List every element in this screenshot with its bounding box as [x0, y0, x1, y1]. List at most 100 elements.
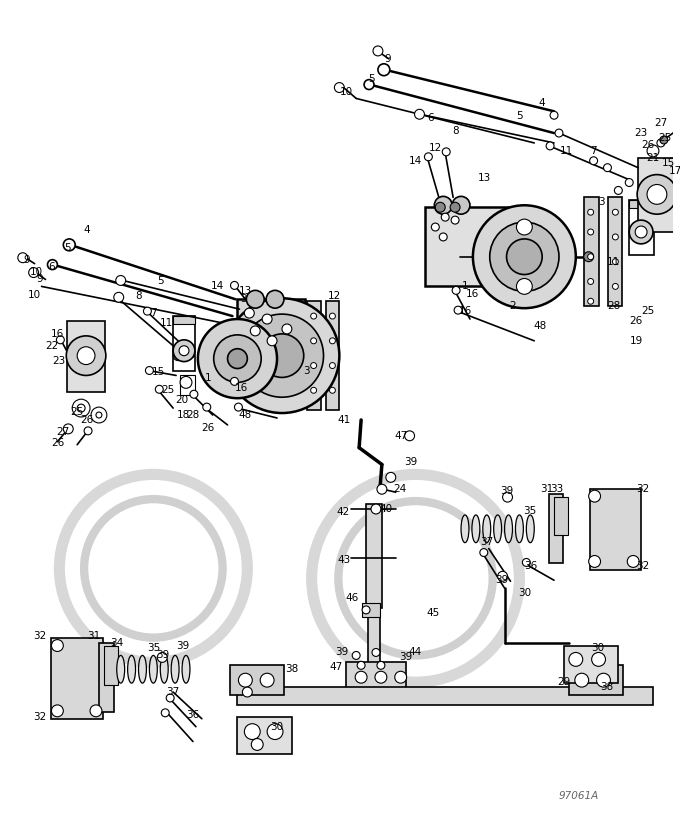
Text: 1: 1 [462, 281, 469, 291]
Bar [230, 666, 284, 695]
Text: 38: 38 [285, 665, 299, 674]
Circle shape [613, 259, 618, 264]
Circle shape [588, 209, 594, 215]
Circle shape [613, 234, 618, 240]
Text: 4: 4 [539, 98, 545, 108]
Bar [426, 208, 509, 286]
Circle shape [190, 390, 198, 398]
Text: 9: 9 [36, 274, 43, 284]
Ellipse shape [494, 515, 502, 543]
Text: 41: 41 [338, 415, 351, 425]
Bar [237, 299, 305, 359]
Circle shape [231, 281, 239, 289]
Text: 39: 39 [399, 652, 412, 662]
Bar [104, 646, 118, 685]
Text: 33: 33 [550, 485, 564, 495]
Circle shape [311, 313, 317, 319]
Circle shape [96, 412, 102, 418]
Ellipse shape [461, 515, 469, 543]
Text: 46: 46 [345, 593, 359, 603]
Bar [237, 716, 292, 755]
Circle shape [647, 145, 659, 157]
Text: 29: 29 [558, 677, 571, 687]
Circle shape [450, 203, 460, 212]
Circle shape [657, 139, 665, 147]
Text: 9: 9 [23, 254, 30, 264]
Circle shape [77, 347, 95, 364]
Circle shape [452, 196, 470, 214]
Circle shape [241, 314, 324, 397]
Circle shape [373, 46, 383, 56]
Text: 32: 32 [33, 631, 46, 641]
Text: 39: 39 [156, 651, 170, 661]
Bar [180, 375, 195, 395]
Text: 15: 15 [662, 158, 675, 168]
Circle shape [63, 239, 75, 251]
Circle shape [555, 129, 563, 137]
Text: 7: 7 [590, 146, 597, 156]
Text: 14: 14 [211, 281, 224, 291]
Text: 21: 21 [647, 153, 660, 163]
Circle shape [415, 109, 424, 119]
Text: 36: 36 [186, 710, 199, 720]
Circle shape [250, 326, 260, 336]
Circle shape [452, 286, 460, 294]
Circle shape [629, 220, 653, 244]
Text: 42: 42 [337, 507, 350, 517]
Bar [173, 316, 195, 324]
Text: 26: 26 [641, 140, 655, 150]
Circle shape [550, 111, 558, 119]
Ellipse shape [160, 656, 168, 683]
Bar [564, 646, 618, 683]
Circle shape [439, 233, 447, 241]
Text: 43: 43 [338, 555, 351, 565]
Circle shape [522, 559, 530, 566]
Text: 47: 47 [330, 662, 343, 672]
Text: 34: 34 [110, 637, 123, 647]
Text: 97061A: 97061A [559, 791, 599, 801]
Circle shape [77, 404, 85, 412]
Text: 3: 3 [303, 365, 310, 375]
Circle shape [180, 376, 192, 389]
Text: 5: 5 [369, 73, 375, 83]
Circle shape [72, 399, 90, 417]
Circle shape [441, 214, 449, 221]
Bar [67, 321, 105, 392]
Text: 25: 25 [641, 306, 655, 316]
Circle shape [424, 153, 432, 161]
Circle shape [660, 136, 668, 144]
Text: 39: 39 [335, 647, 348, 657]
Circle shape [66, 336, 106, 375]
Circle shape [442, 148, 450, 156]
Circle shape [503, 492, 513, 502]
Circle shape [114, 293, 124, 302]
Circle shape [267, 724, 283, 740]
Text: 39: 39 [404, 456, 418, 466]
Text: 26: 26 [201, 423, 214, 433]
Circle shape [198, 319, 277, 398]
Ellipse shape [526, 515, 534, 543]
Text: 27: 27 [654, 118, 668, 128]
Text: 11: 11 [160, 318, 173, 328]
Circle shape [173, 351, 183, 360]
Circle shape [588, 279, 594, 284]
Circle shape [357, 661, 365, 670]
Text: 23: 23 [53, 355, 66, 365]
Text: 19: 19 [630, 336, 643, 346]
Circle shape [451, 216, 459, 224]
Bar [173, 316, 195, 370]
Ellipse shape [515, 515, 524, 543]
Bar [307, 301, 320, 410]
Ellipse shape [128, 656, 135, 683]
Circle shape [157, 652, 167, 662]
Circle shape [260, 334, 304, 378]
Circle shape [155, 385, 163, 394]
Text: 36: 36 [524, 561, 537, 571]
Text: 25: 25 [658, 133, 671, 143]
Ellipse shape [150, 656, 157, 683]
Text: 11: 11 [560, 146, 573, 156]
Bar [366, 504, 382, 608]
Circle shape [596, 673, 611, 687]
Text: 18: 18 [176, 410, 190, 420]
Text: 31: 31 [87, 631, 101, 641]
